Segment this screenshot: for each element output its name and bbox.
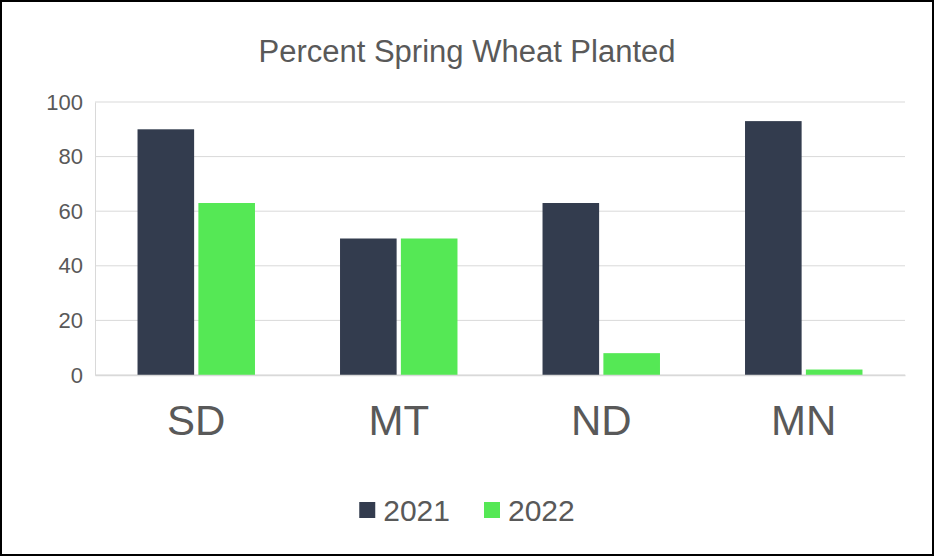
y-tick: 80 [59, 144, 95, 169]
bar [401, 239, 458, 376]
bar [806, 370, 863, 375]
x-axis: SD MT ND MN [96, 375, 906, 444]
x-tick-label: MT [368, 397, 429, 444]
y-tick: 40 [59, 253, 95, 278]
chart: Percent Spring Wheat Planted 0 20 40 60 80 100… [0, 0, 934, 556]
y-tick-label: 60 [59, 199, 83, 224]
legend-item: 2022 [484, 494, 575, 527]
legend-item: 2021 [359, 494, 450, 527]
bar [340, 239, 397, 376]
y-tick-label: 40 [59, 253, 83, 278]
y-tick-label: 100 [46, 90, 83, 115]
legend: 2021 2022 [359, 494, 575, 527]
grid [95, 102, 905, 375]
x-tick: MN [771, 375, 836, 444]
x-tick: SD [167, 375, 225, 444]
bar [138, 129, 195, 375]
bars [138, 121, 863, 375]
x-tick: ND [571, 375, 632, 444]
bar [603, 353, 660, 375]
x-tick-label: MN [771, 397, 836, 444]
title: Percent Spring Wheat Planted [258, 34, 675, 69]
legend-label: 2022 [508, 494, 575, 527]
legend-label: 2021 [383, 494, 450, 527]
y-axis: 0 20 40 60 80 100 [46, 90, 95, 388]
bar [745, 121, 802, 375]
x-tick: MT [368, 375, 429, 444]
series [198, 203, 862, 375]
y-tick-label: 0 [71, 363, 83, 388]
y-tick-label: 80 [59, 144, 83, 169]
bar [543, 203, 600, 375]
y-tick: 20 [59, 308, 95, 333]
y-tick: 60 [59, 199, 95, 224]
x-axis-line [96, 375, 906, 377]
series [138, 121, 802, 375]
y-tick: 0 [71, 363, 95, 388]
x-tick-label: ND [571, 397, 632, 444]
x-tick-label: SD [167, 397, 225, 444]
y-tick-label: 20 [59, 308, 83, 333]
frame [1, 1, 933, 555]
legend-swatch [484, 502, 500, 518]
legend-swatch [359, 502, 375, 518]
y-tick: 100 [46, 90, 95, 115]
bar [198, 203, 255, 375]
y-axis-line [95, 103, 96, 376]
grid-line [95, 102, 905, 103]
